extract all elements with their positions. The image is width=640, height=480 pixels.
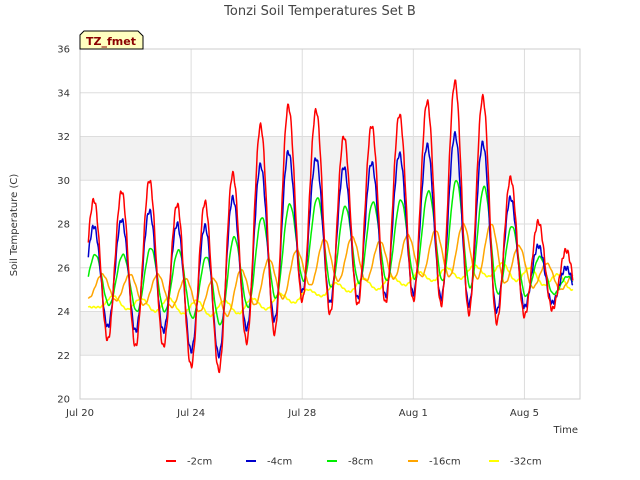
legend-label: -2cm xyxy=(187,457,212,468)
y-tick-label: 22 xyxy=(57,351,70,362)
gridlines xyxy=(79,48,580,400)
plot-frame xyxy=(79,48,581,400)
series-line-minus-2cm xyxy=(87,79,574,374)
x-tick-label: Aug 5 xyxy=(510,408,539,419)
background-bands xyxy=(80,136,580,356)
legend-label: -8cm xyxy=(348,457,373,468)
chart-title: Tonzi Soil Temperatures Set B xyxy=(223,4,416,19)
y-tick-label: 20 xyxy=(57,395,70,406)
x-tick-label: Jul 28 xyxy=(287,408,316,419)
legend-label: -4cm xyxy=(267,457,292,468)
y-tick-label: 30 xyxy=(57,176,70,187)
background-band xyxy=(80,311,580,356)
legend-label: -32cm xyxy=(510,457,542,468)
site-badge: TZ_fmet xyxy=(79,30,144,50)
series-lines xyxy=(87,79,574,374)
x-axis-title: Time xyxy=(553,425,578,436)
legend-label: -16cm xyxy=(429,457,461,468)
x-tick-label: Jul 24 xyxy=(176,408,205,419)
background-band xyxy=(80,136,580,181)
x-tick-label: Jul 20 xyxy=(65,408,94,419)
x-axis-ticks: Jul 20 Jul 24 Jul 28 Aug 1 Aug 5 xyxy=(65,408,539,419)
y-axis-title: Soil Temperature (C) xyxy=(9,174,20,277)
badge-label: TZ_fmet xyxy=(86,35,136,48)
y-tick-label: 26 xyxy=(57,263,70,274)
y-tick-label: 32 xyxy=(57,132,70,143)
x-tick-label: Aug 1 xyxy=(399,408,428,419)
y-tick-label: 34 xyxy=(57,88,70,99)
badge-shape xyxy=(79,30,144,50)
y-tick-label: 28 xyxy=(57,220,70,231)
y-axis-ticks: 20 22 24 26 28 30 32 34 36 xyxy=(57,45,70,406)
y-tick-label: 24 xyxy=(57,307,70,318)
y-tick-label: 36 xyxy=(57,45,70,56)
legend: -2cm -4cm -8cm -16cm -32cm xyxy=(166,457,542,468)
